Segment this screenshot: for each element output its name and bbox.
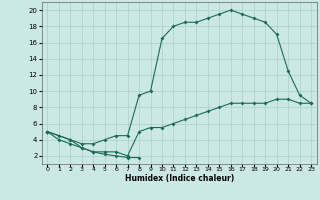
X-axis label: Humidex (Indice chaleur): Humidex (Indice chaleur) <box>124 174 234 183</box>
